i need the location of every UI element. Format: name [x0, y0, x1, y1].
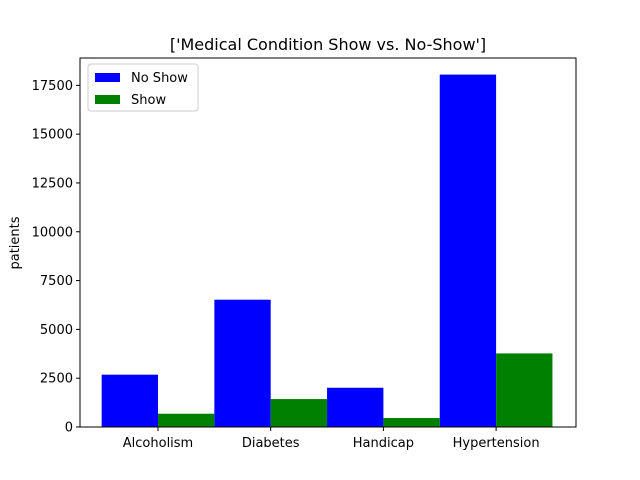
bar-no-show-handicap — [327, 387, 384, 427]
bar-no-show-hypertension — [439, 74, 497, 427]
y-tick-label: 2500 — [40, 372, 73, 387]
y-tick-label: 17500 — [32, 79, 73, 94]
y-tick-label: 5000 — [40, 323, 73, 338]
legend: No Show Show — [87, 63, 199, 112]
y-axis-label: patients — [8, 216, 23, 269]
y-tick-label: 12500 — [32, 176, 73, 191]
y-tick-label: 7500 — [40, 274, 73, 289]
y-tick-label: 0 — [65, 421, 73, 436]
x-tick-label: Diabetes — [242, 436, 300, 451]
bar-show-handicap — [383, 418, 440, 427]
plot-frame — [79, 57, 577, 428]
bar-show-hypertension — [496, 353, 553, 427]
legend-label-show: Show — [131, 93, 166, 108]
y-tick-label: 10000 — [32, 225, 73, 240]
x-tick-label: Hypertension — [453, 436, 540, 451]
x-tick-label: Alcoholism — [123, 436, 193, 451]
chart-title: ['Medical Condition Show vs. No-Show'] — [170, 35, 486, 54]
bar-no-show-alcoholism — [101, 374, 158, 427]
y-tick-label: 15000 — [32, 128, 73, 143]
legend-label-no-show: No Show — [131, 71, 188, 86]
x-tick-label: Handicap — [353, 436, 414, 451]
legend-swatch-no-show — [95, 73, 120, 82]
bar-no-show-diabetes — [214, 299, 271, 427]
bars-layer — [101, 74, 553, 427]
axes-layer: 0 2500 5000 7500 10000 12500 15000 17500 Alcohol… — [32, 57, 577, 451]
bar-show-alcoholism — [158, 413, 215, 427]
legend-swatch-show — [95, 95, 120, 104]
bar-show-diabetes — [270, 399, 328, 427]
